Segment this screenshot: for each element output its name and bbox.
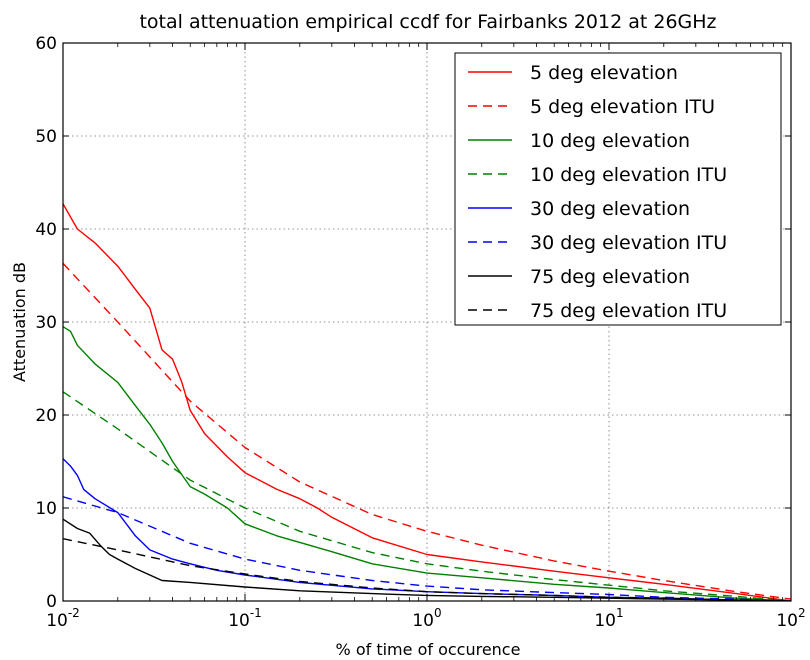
x-tick-exponent: 0 xyxy=(434,606,442,620)
series-line-2 xyxy=(63,326,791,601)
x-tick-base: 10 xyxy=(46,611,68,631)
x-tick-label: 101 xyxy=(594,606,623,631)
y-tick-label: 30 xyxy=(35,313,57,333)
x-tick-base: 10 xyxy=(776,611,798,631)
series-line-3 xyxy=(63,391,791,601)
x-tick-base: 10 xyxy=(412,611,434,631)
x-tick-labels: 10-2 10-1 100 101 102 xyxy=(46,606,805,631)
series-line-6 xyxy=(63,518,791,601)
y-tick-labels: 0 10 20 30 40 50 60 xyxy=(35,34,57,612)
legend-label: 75 deg elevation xyxy=(530,266,690,288)
x-axis-label: % of time of occurence xyxy=(336,640,521,659)
y-axis-label: Attenuation dB xyxy=(10,262,29,382)
x-tick-exponent: 1 xyxy=(616,606,624,620)
series-line-0 xyxy=(63,203,791,601)
x-tick-base: 10 xyxy=(594,611,616,631)
legend-label: 75 deg elevation ITU xyxy=(530,300,727,322)
x-tick-base: 10 xyxy=(228,611,250,631)
axis-ticks xyxy=(62,42,792,602)
series-line-1 xyxy=(63,262,791,600)
x-tick-exponent: -2 xyxy=(68,606,80,620)
x-tick-label: 100 xyxy=(412,606,441,631)
y-tick-label: 0 xyxy=(46,592,57,612)
x-tick-label: 10-1 xyxy=(228,606,262,631)
x-tick-exponent: 2 xyxy=(798,606,806,620)
legend-label: 5 deg elevation xyxy=(530,62,678,84)
legend: 5 deg elevation 5 deg elevation ITU 10 deg… xyxy=(454,52,782,326)
y-tick-label: 10 xyxy=(35,499,57,519)
legend-label: 30 deg elevation xyxy=(530,198,690,220)
x-tick-label: 10-2 xyxy=(46,606,80,631)
series-line-5 xyxy=(63,496,791,601)
legend-label: 5 deg elevation ITU xyxy=(530,96,715,118)
x-tick-exponent: -1 xyxy=(250,606,262,620)
legend-label: 10 deg elevation xyxy=(530,130,690,152)
y-tick-label: 50 xyxy=(35,127,57,147)
y-tick-label: 20 xyxy=(35,406,57,426)
y-tick-label: 60 xyxy=(35,34,57,54)
legend-frame xyxy=(454,52,782,326)
legend-label: 30 deg elevation ITU xyxy=(530,232,727,254)
chart-title: total attenuation empirical ccdf for Fai… xyxy=(139,11,716,33)
x-tick-label: 102 xyxy=(776,606,805,631)
y-tick-label: 40 xyxy=(35,220,57,240)
legend-label: 10 deg elevation ITU xyxy=(530,164,727,186)
